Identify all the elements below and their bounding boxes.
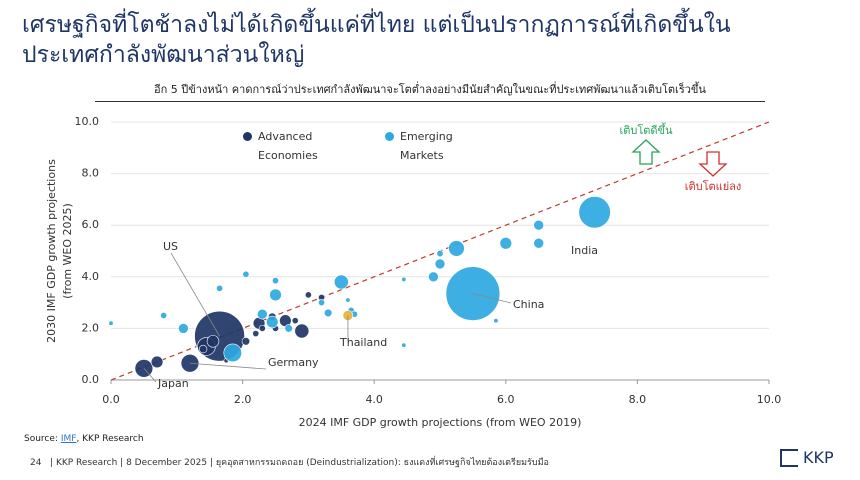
bubble: [493, 318, 499, 324]
arrow-up: [631, 139, 661, 165]
bubble: [401, 276, 407, 282]
bubble: [206, 335, 220, 348]
source: Source: IMF, KKP Research: [24, 434, 144, 444]
bubble: [252, 330, 260, 338]
bubble: [323, 308, 333, 318]
bubble: [108, 320, 114, 326]
y-axis-label: 2030 IMF GDP growth projections: [45, 159, 58, 343]
slide-title: เศรษฐกิจที่โตช้าลงไม่ได้เกิดขึ้นแค่ที่ไท…: [22, 12, 731, 68]
bubble: [304, 291, 312, 299]
bubble: [241, 337, 251, 346]
arrow-shape: [631, 139, 661, 165]
bubble: [578, 196, 611, 229]
bubble: [269, 288, 282, 302]
legend-label: Advanced Economies: [258, 130, 318, 162]
leader-line: [170, 252, 220, 337]
source-label: Source:: [24, 434, 58, 444]
leader-line: [189, 362, 267, 370]
bubble: [178, 323, 189, 334]
page-number: 24: [30, 458, 42, 468]
bubble: [318, 299, 326, 307]
legend-swatch: [385, 132, 394, 141]
bubble: [242, 270, 250, 278]
bubble: [533, 219, 545, 231]
x-tick-label: 10.0: [757, 393, 782, 406]
bubble: [434, 258, 446, 270]
bubble: [284, 324, 293, 333]
bubble: [272, 277, 279, 285]
source-rest: , KKP Research: [76, 434, 144, 444]
x-tick-label: 2.0: [234, 393, 252, 406]
logo: KKP: [780, 448, 834, 467]
y-tick-label: 4.0: [82, 270, 100, 283]
leader-line: [143, 368, 157, 383]
footer-text: | KKP Research | 8 December 2025 | ยุคอุ…: [50, 458, 549, 468]
source-link[interactable]: IMF: [60, 434, 77, 444]
bubble: [533, 237, 545, 249]
x-tick-label: 4.0: [365, 393, 383, 406]
y-tick-label: 6.0: [82, 218, 100, 231]
bubble: [258, 324, 266, 332]
point-label: Japan: [157, 377, 189, 390]
y-tick-label: 0.0: [82, 373, 100, 386]
logo-text: KKP: [803, 448, 834, 467]
bubble: [436, 250, 444, 258]
divider: [95, 101, 765, 102]
bubble: [150, 355, 164, 369]
point-label: Germany: [268, 356, 319, 369]
bubble: [499, 237, 513, 250]
y-axis-label: (from WEO 2025): [61, 203, 74, 299]
point-label: US: [163, 240, 178, 253]
x-tick-label: 0.0: [102, 393, 120, 406]
bubble: [160, 312, 168, 319]
bubble: [198, 344, 208, 354]
arrow-down: [698, 151, 728, 177]
logo-mark: [780, 448, 798, 467]
arrow-shape: [698, 151, 728, 177]
legend-label: Emerging Markets: [400, 130, 453, 162]
y-tick-label: 8.0: [82, 167, 100, 180]
legend-item: Advanced Economies: [243, 127, 328, 165]
y-tick-label: 10.0: [75, 115, 100, 128]
bubble: [294, 323, 310, 339]
bubble: [265, 315, 279, 329]
bubble: [257, 308, 268, 320]
x-tick-label: 8.0: [629, 393, 647, 406]
bubble: [291, 317, 299, 325]
point-label: China: [513, 298, 544, 311]
bubble: [216, 284, 224, 292]
legend-swatch: [243, 132, 252, 141]
x-tick-label: 6.0: [497, 393, 515, 406]
legend-item: Emerging Markets: [385, 127, 470, 165]
y-tick-label: 2.0: [82, 321, 100, 334]
point-label: India: [571, 244, 598, 257]
bubble: [223, 343, 242, 363]
annotation: เติบโตดีขึ้น: [619, 122, 673, 137]
bubble: [448, 240, 465, 257]
bubble: [428, 271, 439, 283]
footer: 24 | KKP Research | 8 December 2025 | ยุ…: [30, 455, 549, 469]
x-axis-label: 2024 IMF GDP growth projections (from WE…: [299, 416, 582, 429]
annotation: เติบโตแย่ลง: [685, 179, 742, 193]
bubble: [345, 297, 351, 303]
leader-line: [472, 293, 512, 304]
bubble: [333, 274, 349, 290]
bubble: [401, 342, 407, 348]
point-label: Thailand: [339, 336, 387, 349]
chart-subtitle: อีก 5 ปีข้างหน้า คาดการณ์ว่าประเทศกำลังพ…: [154, 83, 706, 96]
